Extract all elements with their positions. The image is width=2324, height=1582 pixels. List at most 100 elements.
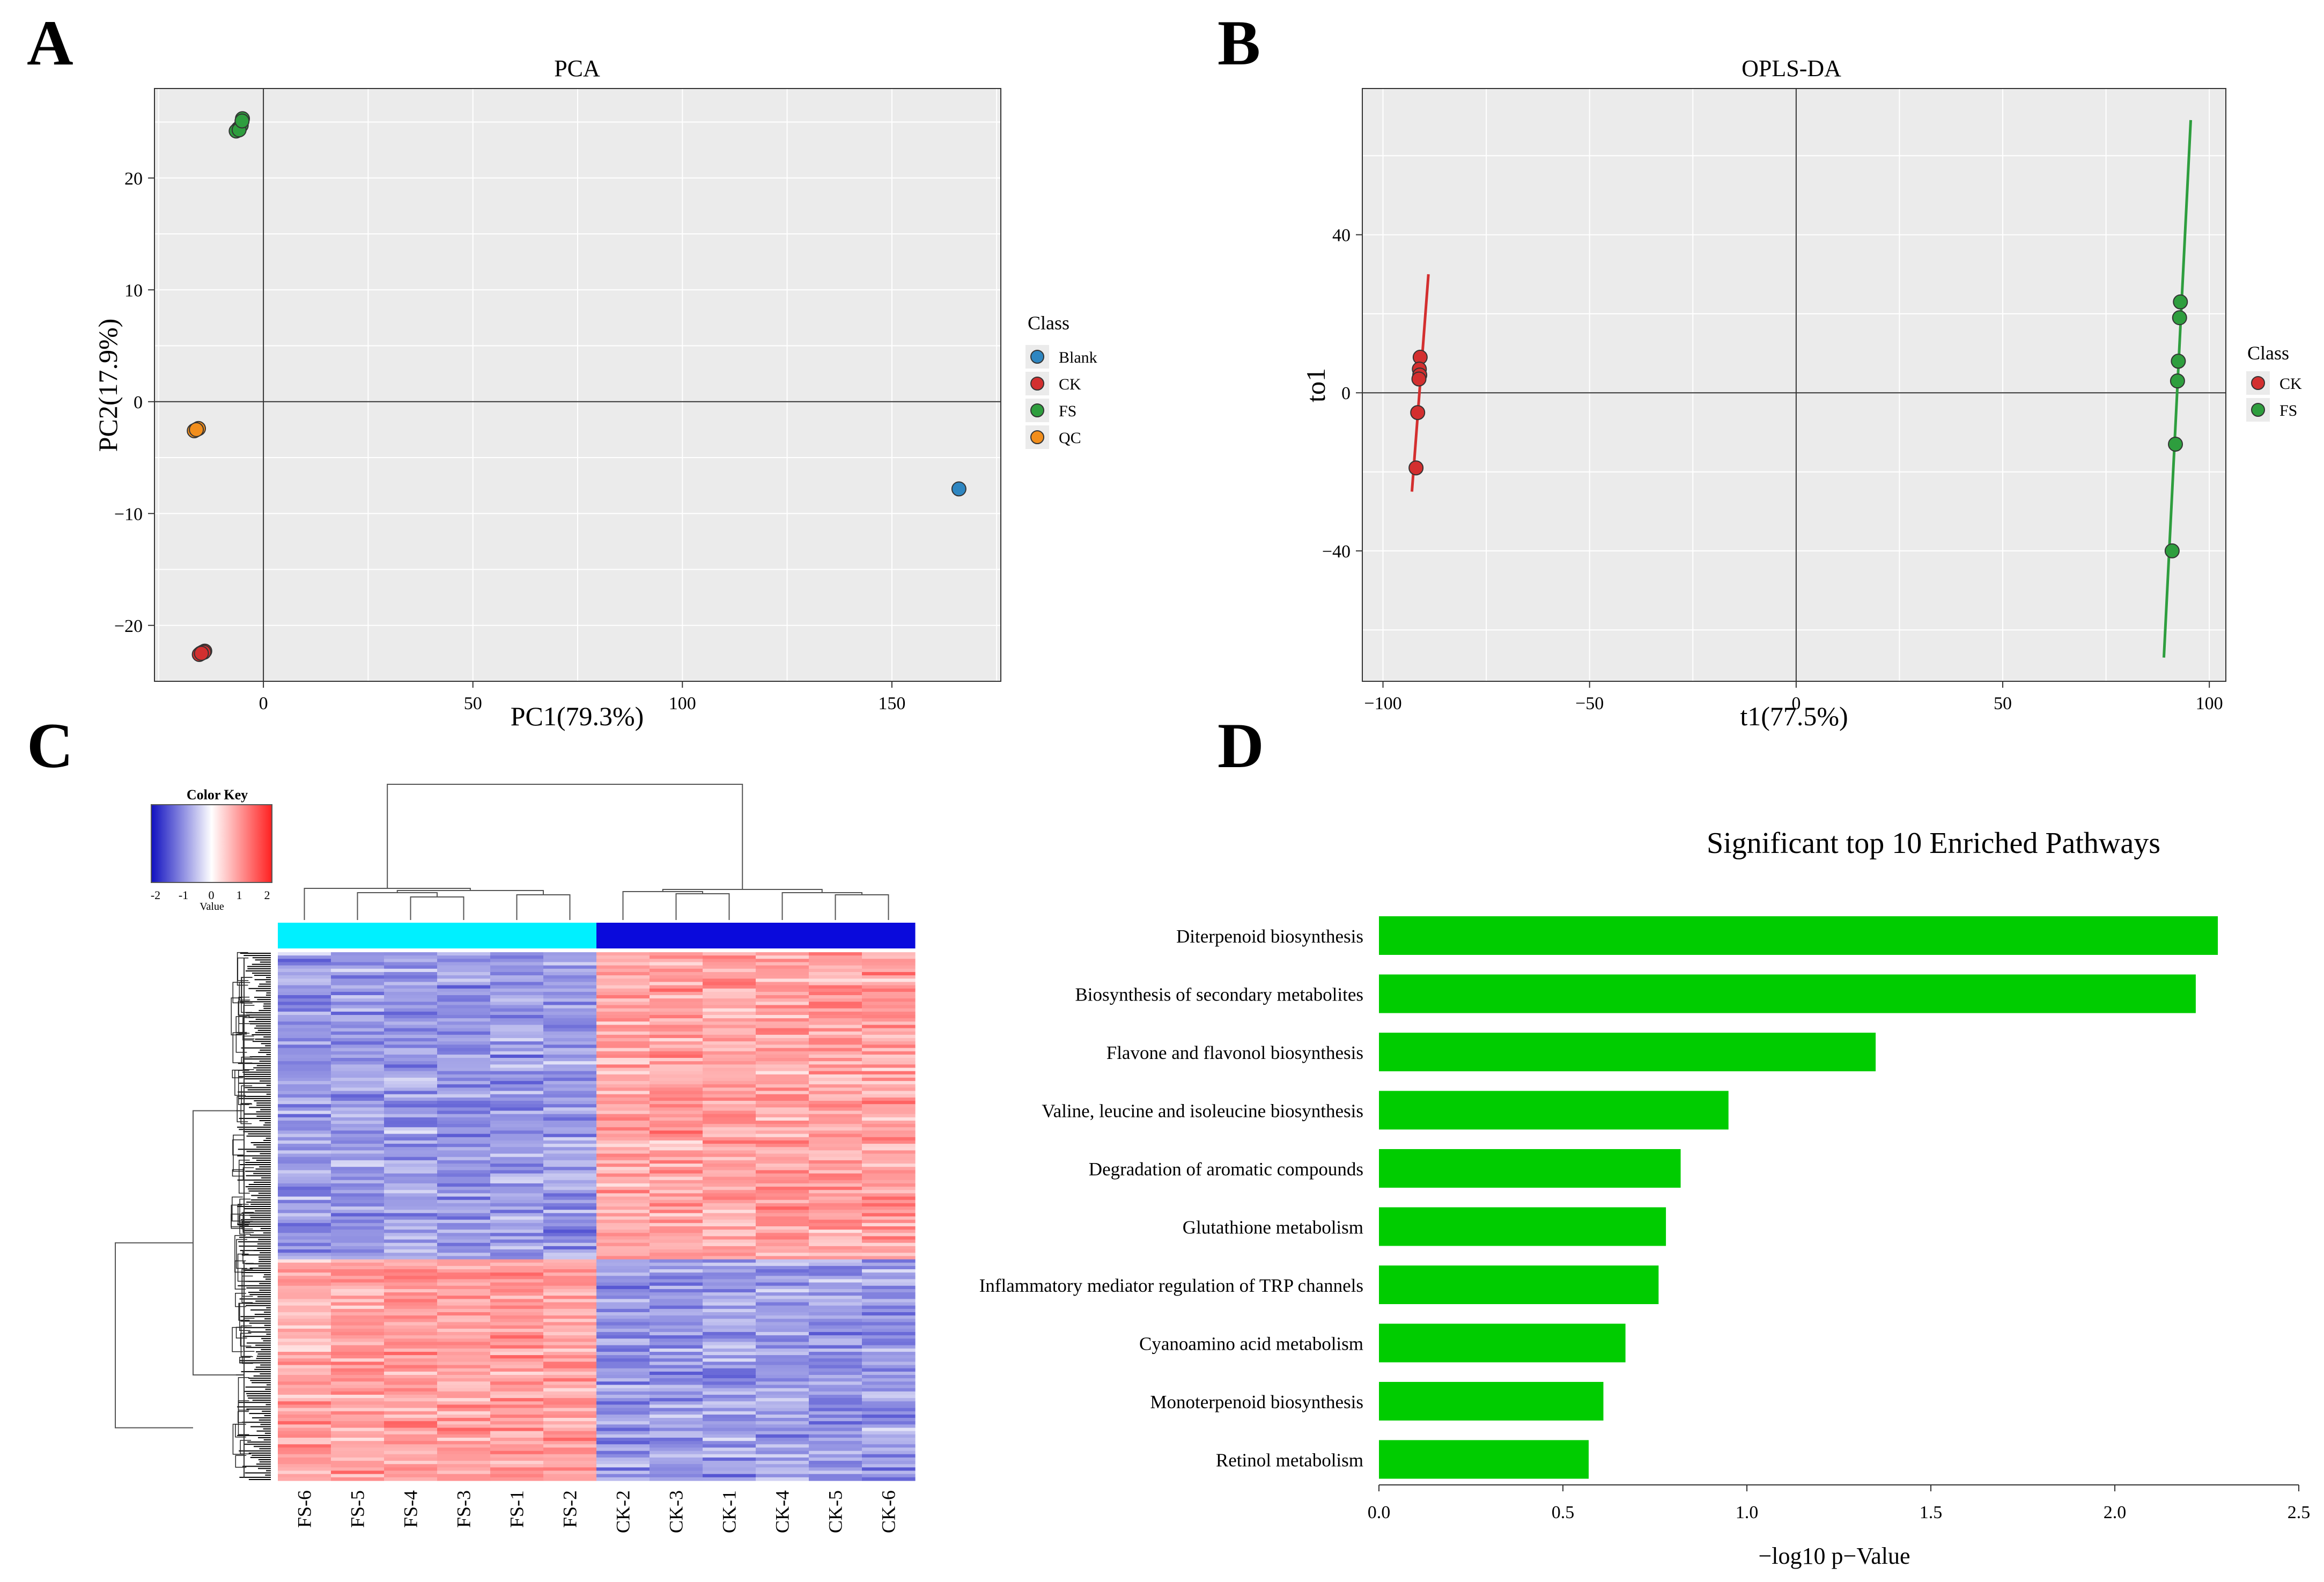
pathway-label: Valine, leucine and isoleucine biosynthe… (1042, 1101, 1363, 1122)
heat-cell (490, 1180, 544, 1184)
heat-cell (437, 1335, 491, 1339)
heat-cell (809, 1335, 862, 1339)
heat-cell (862, 1296, 916, 1300)
heat-cell (331, 1074, 385, 1078)
heat-cell (756, 1242, 809, 1247)
heat-cell (278, 1077, 331, 1081)
heat-cell (703, 1236, 756, 1240)
heat-cell (543, 988, 597, 992)
heat-cell (384, 972, 438, 976)
heat-cell (596, 1477, 650, 1481)
heat-cell (756, 1418, 809, 1422)
heat-cell (596, 965, 650, 969)
heat-cell (650, 1351, 703, 1356)
heat-cell (490, 1411, 544, 1415)
heat-cell (331, 1461, 385, 1465)
heat-cell (596, 1342, 650, 1346)
heat-cell (756, 1464, 809, 1468)
heat-cell (809, 1200, 862, 1204)
heat-cell (490, 1107, 544, 1112)
heat-cell (543, 1477, 597, 1481)
heat-cell (278, 1378, 331, 1382)
heat-cell (862, 1077, 916, 1081)
heat-cell (278, 1441, 331, 1445)
heat-cell (650, 1216, 703, 1220)
heat-cell (331, 1044, 385, 1049)
heat-cell (862, 1299, 916, 1303)
heat-cell (490, 1365, 544, 1369)
heat-cell (490, 959, 544, 963)
heat-cell (596, 1424, 650, 1429)
heat-cell (809, 1140, 862, 1144)
heat-cell (862, 1061, 916, 1065)
heat-cell (809, 1305, 862, 1309)
heat-cell (278, 1385, 331, 1389)
heat-cell (543, 1114, 597, 1118)
heat-cell (756, 998, 809, 1002)
heat-cell (490, 1193, 544, 1197)
heat-cell (543, 1058, 597, 1062)
heat-cell (437, 1404, 491, 1409)
heat-cell (437, 1173, 491, 1178)
row-dendrogram-link (232, 1196, 243, 1222)
pathway-bar (1379, 1207, 1666, 1246)
heat-cell (331, 1157, 385, 1161)
heat-cell (331, 1107, 385, 1112)
heat-cell (809, 1226, 862, 1230)
heat-cell (437, 1256, 491, 1260)
heat-cell (809, 1028, 862, 1032)
heat-cell (809, 1219, 862, 1224)
heat-cell (384, 1140, 438, 1144)
heat-cell (384, 1134, 438, 1138)
heat-cell (596, 1365, 650, 1369)
heat-cell (809, 1107, 862, 1112)
heat-cell (650, 1114, 703, 1118)
heat-cell (809, 1147, 862, 1151)
heat-cell (596, 1074, 650, 1078)
heat-cell (756, 1408, 809, 1412)
heat-cell (756, 1034, 809, 1039)
heat-cell (437, 1071, 491, 1075)
column-label: FS-4 (400, 1490, 422, 1528)
row-dendrogram-link (242, 1167, 254, 1181)
heat-cell (384, 1355, 438, 1359)
oplsda-xlabel: t1(77.5%) (1740, 701, 1848, 731)
heat-cell (490, 1424, 544, 1429)
heat-cell (809, 1041, 862, 1045)
heat-cell (703, 1183, 756, 1187)
heat-cell (384, 1157, 438, 1161)
pathway-bar-chart: Significant top 10 Enriched Pathways Dit… (979, 827, 2311, 1569)
dendrogram-link (387, 784, 743, 889)
heat-cell (490, 962, 544, 966)
heat-cell (437, 1054, 491, 1058)
heat-cell (809, 1355, 862, 1359)
heat-cell (650, 1048, 703, 1052)
heat-cell (809, 1239, 862, 1243)
heat-cell (543, 1107, 597, 1112)
heat-cell (703, 968, 756, 973)
heat-cell (437, 1302, 491, 1306)
heat-cell (756, 1331, 809, 1336)
heat-cell (862, 1008, 916, 1012)
heat-cell (809, 1474, 862, 1478)
heat-cell (756, 1117, 809, 1121)
heat-cell (596, 1331, 650, 1336)
heat-cell (278, 1454, 331, 1458)
heat-cell (703, 1160, 756, 1164)
heat-cell (331, 1371, 385, 1375)
heat-cell (650, 1362, 703, 1366)
heat-cell (437, 1414, 491, 1418)
heat-cell (437, 1196, 491, 1201)
heat-cell (331, 1322, 385, 1326)
group-cell-ck (756, 923, 809, 948)
heat-cell (331, 1401, 385, 1406)
heat-cell (543, 1025, 597, 1029)
heat-cell (490, 975, 544, 979)
heat-cell (543, 1028, 597, 1032)
heat-cell (862, 1127, 916, 1131)
heat-cell (331, 962, 385, 966)
heat-cell (809, 978, 862, 983)
heat-cell (650, 1470, 703, 1475)
heat-cell (384, 1150, 438, 1154)
